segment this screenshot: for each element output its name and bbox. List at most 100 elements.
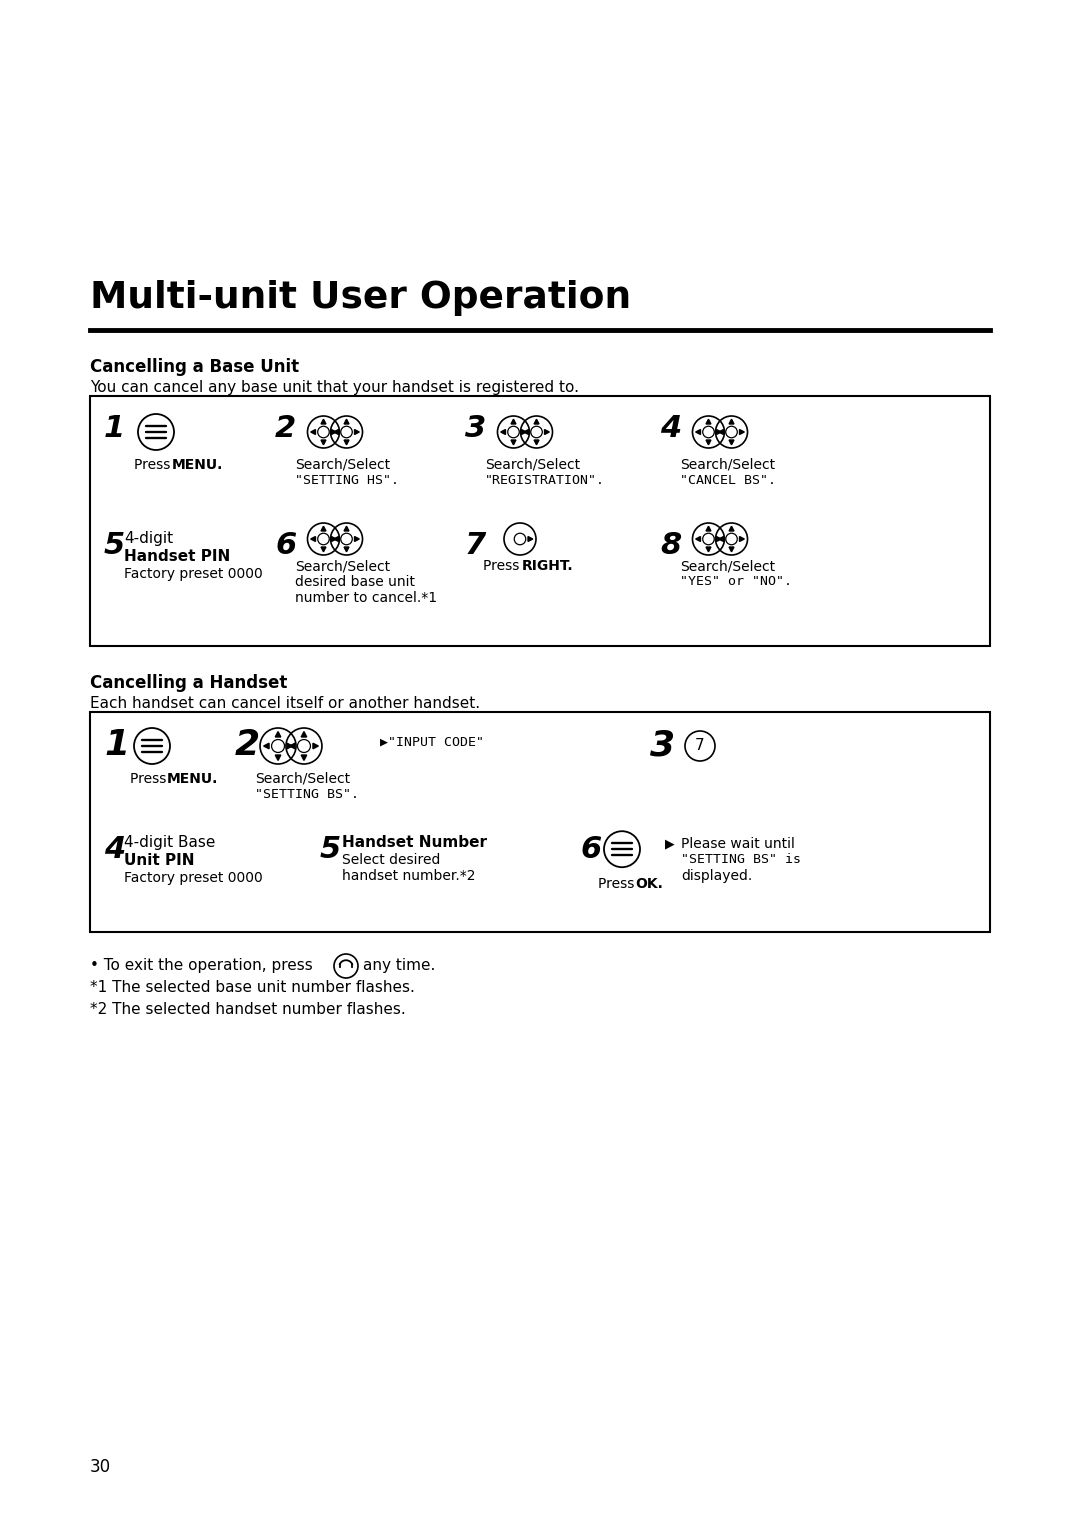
Polygon shape	[334, 536, 338, 541]
Polygon shape	[740, 429, 744, 434]
Text: MENU.: MENU.	[172, 458, 224, 472]
Text: Please wait until: Please wait until	[681, 837, 795, 851]
Polygon shape	[696, 536, 701, 541]
Polygon shape	[716, 429, 721, 434]
Polygon shape	[345, 547, 349, 552]
Polygon shape	[313, 743, 319, 749]
Text: "YES" or "NO".: "YES" or "NO".	[680, 575, 792, 588]
Text: Press: Press	[598, 877, 638, 891]
Polygon shape	[729, 547, 734, 552]
Polygon shape	[275, 755, 281, 761]
Polygon shape	[696, 429, 701, 434]
Polygon shape	[321, 419, 326, 423]
Polygon shape	[522, 429, 526, 434]
Polygon shape	[311, 536, 315, 541]
Polygon shape	[332, 429, 336, 434]
Text: 8: 8	[660, 532, 681, 559]
Polygon shape	[729, 440, 734, 445]
Text: 6: 6	[580, 836, 602, 865]
Text: Press: Press	[134, 458, 175, 472]
Text: Factory preset 0000: Factory preset 0000	[124, 567, 262, 581]
Text: 1: 1	[104, 414, 125, 443]
Text: 7: 7	[696, 738, 705, 753]
Text: 2: 2	[235, 727, 260, 762]
Text: 4-digit: 4-digit	[124, 532, 173, 545]
Text: 2: 2	[275, 414, 296, 443]
Polygon shape	[332, 536, 336, 541]
Polygon shape	[706, 547, 711, 552]
Text: 7: 7	[465, 532, 486, 559]
Text: *2 The selected handset number flashes.: *2 The selected handset number flashes.	[90, 1002, 406, 1018]
Polygon shape	[354, 536, 360, 541]
Text: RIGHT.: RIGHT.	[522, 559, 573, 573]
Text: • To exit the operation, press: • To exit the operation, press	[90, 958, 313, 973]
Text: "SETTING BS" is: "SETTING BS" is	[681, 853, 801, 866]
Polygon shape	[289, 743, 295, 749]
Text: *1 The selected base unit number flashes.: *1 The selected base unit number flashes…	[90, 979, 415, 995]
Text: 5: 5	[104, 532, 125, 559]
Polygon shape	[287, 743, 293, 749]
Text: Cancelling a Base Unit: Cancelling a Base Unit	[90, 358, 299, 376]
Text: 30: 30	[90, 1458, 111, 1476]
Text: Search/Select: Search/Select	[255, 772, 350, 785]
Text: 1: 1	[104, 727, 130, 762]
Polygon shape	[264, 743, 269, 749]
Polygon shape	[501, 429, 505, 434]
Text: Search/Select: Search/Select	[295, 559, 390, 573]
Polygon shape	[311, 429, 315, 434]
FancyBboxPatch shape	[90, 396, 990, 646]
Polygon shape	[718, 536, 724, 541]
Text: 4: 4	[660, 414, 681, 443]
Text: Factory preset 0000: Factory preset 0000	[124, 871, 262, 885]
Text: Search/Select: Search/Select	[295, 458, 390, 472]
Polygon shape	[345, 526, 349, 532]
Polygon shape	[528, 536, 532, 541]
Text: Each handset can cancel itself or another handset.: Each handset can cancel itself or anothe…	[90, 695, 481, 711]
Polygon shape	[544, 429, 550, 434]
Polygon shape	[511, 440, 516, 445]
Text: "SETTING BS".: "SETTING BS".	[255, 788, 359, 801]
Text: 4-digit Base: 4-digit Base	[124, 836, 215, 850]
Text: Search/Select: Search/Select	[485, 458, 580, 472]
Text: ▶"INPUT CODE": ▶"INPUT CODE"	[380, 735, 484, 749]
Polygon shape	[275, 732, 281, 736]
Text: "CANCEL BS".: "CANCEL BS".	[680, 474, 777, 487]
Text: Handset Number: Handset Number	[342, 836, 487, 850]
Text: 5: 5	[320, 836, 341, 865]
Text: Press: Press	[130, 772, 171, 785]
Text: Search/Select: Search/Select	[680, 559, 775, 573]
Text: "REGISTRATION".: "REGISTRATION".	[485, 474, 605, 487]
FancyBboxPatch shape	[90, 712, 990, 932]
Text: 4: 4	[104, 836, 125, 865]
Polygon shape	[706, 526, 711, 532]
Polygon shape	[334, 429, 338, 434]
Polygon shape	[729, 419, 734, 423]
Polygon shape	[301, 732, 307, 736]
Polygon shape	[706, 440, 711, 445]
Text: Unit PIN: Unit PIN	[124, 853, 194, 868]
Polygon shape	[716, 536, 721, 541]
Polygon shape	[534, 440, 539, 445]
Polygon shape	[345, 419, 349, 423]
Polygon shape	[301, 755, 307, 761]
Text: Press: Press	[483, 559, 524, 573]
Text: number to cancel.*1: number to cancel.*1	[295, 591, 437, 605]
Polygon shape	[740, 536, 744, 541]
Text: 3: 3	[650, 727, 675, 762]
Polygon shape	[511, 419, 516, 423]
Text: "SETTING HS".: "SETTING HS".	[295, 474, 399, 487]
Text: handset number.*2: handset number.*2	[342, 869, 475, 883]
Text: Search/Select: Search/Select	[680, 458, 775, 472]
Polygon shape	[354, 429, 360, 434]
Polygon shape	[321, 547, 326, 552]
Polygon shape	[321, 526, 326, 532]
Text: OK.: OK.	[635, 877, 663, 891]
Polygon shape	[321, 440, 326, 445]
Polygon shape	[524, 429, 528, 434]
Polygon shape	[718, 429, 724, 434]
Text: 3: 3	[465, 414, 486, 443]
Text: 6: 6	[275, 532, 296, 559]
Polygon shape	[534, 419, 539, 423]
Polygon shape	[729, 526, 734, 532]
Text: desired base unit: desired base unit	[295, 575, 415, 588]
